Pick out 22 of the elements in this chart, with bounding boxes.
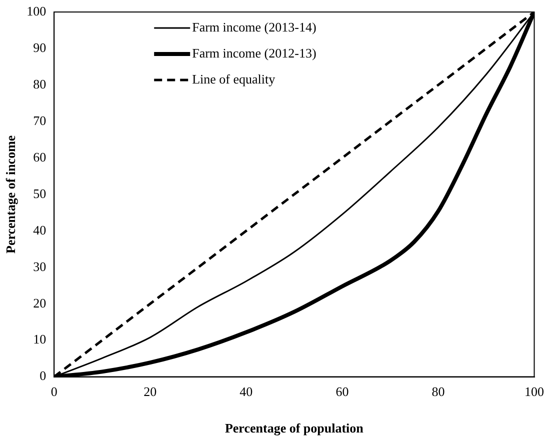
y-axis-title: Percentage of income	[3, 135, 18, 254]
y-tick-label: 70	[33, 112, 46, 128]
y-tick-label: 90	[33, 40, 46, 55]
y-tick-label: 20	[33, 295, 46, 310]
legend-label: Farm income (2013-14)	[192, 19, 316, 34]
legend-label: Farm income (2012-13)	[192, 45, 316, 60]
y-tick-label: 60	[33, 149, 46, 164]
x-tick-label: 60	[336, 384, 349, 400]
x-tick-label: 100	[524, 384, 544, 400]
x-tick-label: 20	[144, 384, 157, 400]
y-tick-label: 50	[33, 186, 46, 201]
x-tick-label: 40	[240, 384, 253, 400]
x-axis-title: Percentage of population	[224, 420, 364, 436]
y-tick-label: 0	[40, 368, 46, 384]
y-tick-label: 100	[26, 3, 46, 18]
x-tick-label: 0	[50, 384, 58, 400]
y-tick-label: 10	[33, 332, 46, 347]
y-tick-label: 40	[33, 222, 46, 238]
y-tick-label: 80	[33, 76, 46, 92]
y-tick-label: 30	[33, 258, 46, 274]
x-tick-label: 80	[432, 384, 445, 400]
legend-label: Line of equality	[192, 71, 276, 86]
